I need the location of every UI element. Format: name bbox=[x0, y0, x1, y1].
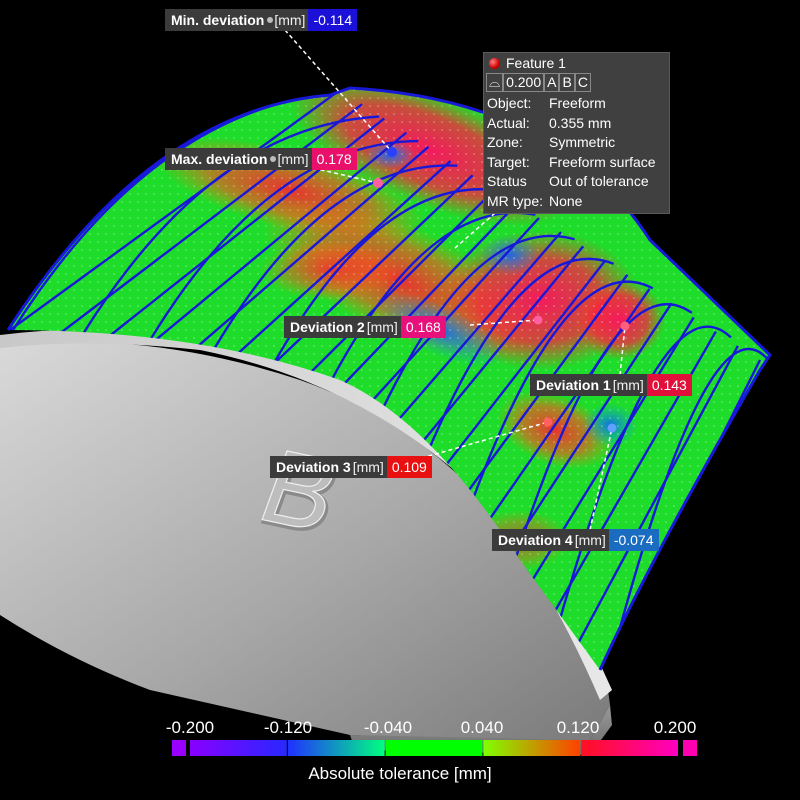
callout-value: -0.114 bbox=[308, 9, 358, 31]
fcf-datum-c: C bbox=[574, 73, 591, 92]
callout-unit: [mm] bbox=[366, 316, 401, 338]
color-legend-bar[interactable] bbox=[172, 740, 697, 756]
deviation-2-callout[interactable]: Deviation 2 [mm] 0.168 bbox=[284, 316, 446, 338]
legend-tick: 0.120 bbox=[556, 718, 600, 737]
status-dot-icon bbox=[489, 57, 500, 69]
leader-lines bbox=[284, 29, 626, 531]
callout-label: Deviation 1 bbox=[530, 374, 613, 396]
callout-unit: [mm] bbox=[352, 456, 387, 478]
legend-tick: -0.200 bbox=[165, 718, 215, 737]
part-front-face bbox=[0, 341, 610, 740]
legend-tick: 0.200 bbox=[653, 718, 697, 737]
callout-value: 0.178 bbox=[311, 148, 357, 170]
legend-underflow-cap bbox=[172, 740, 186, 756]
deviation-markers bbox=[373, 147, 630, 433]
min-deviation-callout[interactable]: Min. deviation [mm] -0.114 bbox=[165, 9, 358, 31]
callout-value: 0.109 bbox=[386, 456, 432, 478]
info-row-actual: Actual: 0.355 mm bbox=[487, 114, 612, 131]
legend-segment bbox=[385, 740, 483, 756]
deviation-2-marker bbox=[533, 315, 543, 325]
info-row-mr-type: MR type: None bbox=[487, 192, 583, 209]
legend-tick-labels: -0.200 -0.120 -0.040 0.040 0.120 0.200 bbox=[160, 718, 720, 742]
info-row-target: Target: Freeform surface bbox=[487, 153, 656, 170]
legend-tick: 0.040 bbox=[460, 718, 504, 737]
fcf-tolerance: 0.200 bbox=[503, 73, 545, 92]
pin-icon bbox=[270, 156, 277, 162]
deviation-3-callout[interactable]: Deviation 3 [mm] 0.109 bbox=[270, 456, 432, 478]
legend-title: Absolute tolerance [mm] bbox=[308, 764, 492, 783]
legend-tick: -0.040 bbox=[363, 718, 413, 737]
legend-overflow-cap bbox=[683, 740, 697, 756]
callout-label: Min. deviation bbox=[165, 9, 267, 31]
callout-unit: [mm] bbox=[612, 374, 647, 396]
max-deviation-callout[interactable]: Max. deviation [mm] 0.178 bbox=[165, 148, 357, 170]
callout-label: Max. deviation bbox=[165, 148, 270, 170]
legend-segment bbox=[287, 740, 385, 756]
feature-control-frame: ⌓ 0.200 A B C bbox=[486, 73, 669, 92]
legend-segment bbox=[581, 740, 678, 756]
callout-label: Deviation 4 bbox=[492, 529, 575, 551]
deviation-1-callout[interactable]: Deviation 1 [mm] 0.143 bbox=[530, 374, 692, 396]
deviation-4-callout[interactable]: Deviation 4 [mm] -0.074 bbox=[492, 529, 659, 551]
legend-tick: -0.120 bbox=[263, 718, 313, 737]
info-row-object: Object: Freeform bbox=[487, 95, 606, 111]
feature-info-panel[interactable]: Feature 1 ⌓ 0.200 A B C Object: Freeform … bbox=[483, 52, 670, 214]
fcf-datum-b: B bbox=[559, 73, 575, 92]
callout-unit: [mm] bbox=[574, 529, 609, 551]
info-row-status: Status Out of tolerance bbox=[487, 173, 649, 189]
feature-title: Feature 1 bbox=[506, 55, 566, 71]
callout-value: -0.074 bbox=[608, 529, 659, 551]
info-row-zone: Zone: Symmetric bbox=[487, 134, 616, 150]
min-deviation-marker bbox=[387, 147, 397, 157]
callout-label: Deviation 3 bbox=[270, 456, 353, 478]
callout-unit: [mm] bbox=[277, 151, 309, 167]
max-deviation-marker bbox=[373, 178, 383, 188]
deviation-4-marker bbox=[607, 423, 617, 433]
deviation-3-marker bbox=[543, 417, 553, 427]
profile-surface-icon: ⌓ bbox=[486, 73, 504, 92]
deviation-1-marker bbox=[620, 321, 630, 331]
pin-icon bbox=[267, 17, 274, 23]
callout-label: Deviation 2 bbox=[284, 316, 367, 338]
legend-segment bbox=[190, 740, 287, 756]
callout-value: 0.143 bbox=[646, 374, 692, 396]
callout-unit: [mm] bbox=[274, 12, 306, 28]
callout-value: 0.168 bbox=[400, 316, 446, 338]
fcf-datum-a: A bbox=[544, 73, 560, 92]
legend-segment bbox=[483, 740, 581, 756]
